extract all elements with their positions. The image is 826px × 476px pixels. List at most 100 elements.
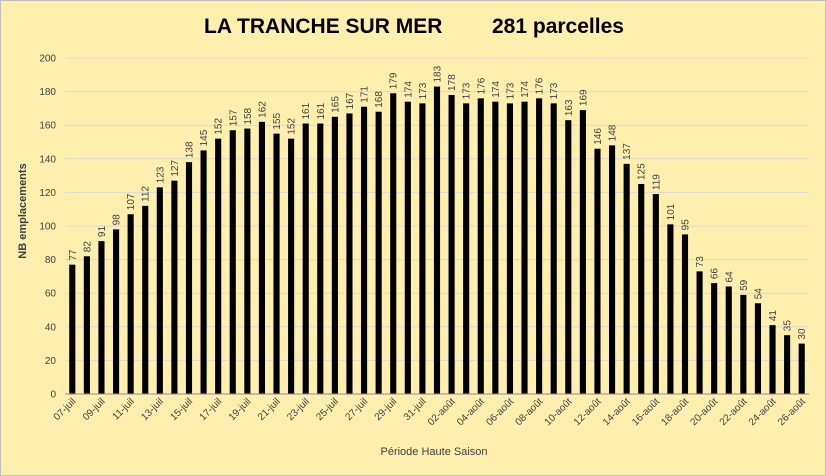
- bar: [419, 103, 426, 395]
- bar: [273, 133, 280, 394]
- y-tick-label: 100: [39, 222, 56, 233]
- bar: [258, 121, 266, 394]
- y-axis-title: NB emplacements: [17, 163, 29, 258]
- data-label: 178: [447, 74, 458, 91]
- bar: [229, 130, 236, 395]
- data-label: 127: [170, 160, 181, 177]
- y-tick-label: 60: [45, 289, 57, 300]
- bar: [185, 162, 193, 394]
- y-tick-label: 80: [45, 255, 57, 266]
- data-label: 91: [97, 226, 108, 238]
- bar: [681, 234, 689, 394]
- bar: [83, 256, 90, 394]
- y-axis-ticks: 0 20 40 60 80 100 120 140 160 180 200: [39, 54, 56, 401]
- bar: [98, 241, 105, 394]
- bar: [667, 224, 674, 394]
- data-label: 165: [330, 96, 341, 113]
- x-tick-label: 14-août: [601, 396, 633, 428]
- data-label: 98: [112, 214, 123, 226]
- data-label: 123: [155, 166, 166, 183]
- x-tick-label: 17-juil: [198, 396, 225, 423]
- x-tick-label: 23-juil: [285, 396, 312, 423]
- bar: [200, 150, 207, 394]
- data-label: 155: [272, 112, 283, 129]
- y-tick-label: 40: [45, 322, 57, 333]
- x-tick-label: 13-juil: [139, 396, 166, 423]
- x-tick-label: 12-août: [572, 396, 604, 428]
- y-tick-label: 160: [39, 121, 56, 132]
- bar: [463, 103, 470, 395]
- bar: [171, 180, 178, 394]
- data-label: 173: [549, 82, 560, 99]
- bar: [536, 98, 543, 394]
- data-label: 138: [185, 141, 196, 158]
- data-label: 41: [768, 310, 779, 322]
- bar: [696, 271, 703, 394]
- data-label: 107: [126, 193, 137, 210]
- data-label: 173: [505, 82, 516, 99]
- chart-subtitle: 281 parcelles: [492, 15, 624, 38]
- x-tick-label: 02-août: [426, 396, 458, 428]
- data-label: 173: [418, 82, 429, 99]
- data-label: 59: [739, 279, 750, 291]
- bar: [711, 283, 718, 394]
- bar: [390, 93, 397, 394]
- bar: [725, 286, 732, 394]
- bar: [769, 325, 776, 394]
- x-tick-label: 20-août: [689, 396, 721, 428]
- data-label: 161: [316, 102, 327, 119]
- x-tick-label: 25-juil: [314, 396, 341, 423]
- bars: [69, 86, 805, 395]
- data-label: 112: [141, 185, 152, 201]
- data-label: 167: [345, 92, 356, 109]
- y-tick-label: 20: [45, 356, 57, 367]
- y-tick-label: 0: [50, 390, 56, 401]
- x-tick-label: 11-juil: [111, 396, 137, 422]
- x-tick-label: 29-juil: [373, 396, 400, 423]
- y-tick-label: 120: [39, 188, 56, 199]
- x-tick-label: 21-juil: [256, 396, 283, 423]
- data-label: 30: [797, 328, 808, 340]
- x-tick-label: 06-août: [484, 396, 516, 428]
- bar: [288, 138, 295, 394]
- bar: [754, 303, 762, 394]
- data-label: 174: [520, 81, 531, 98]
- bar: [798, 343, 805, 394]
- x-tick-label: 16-août: [630, 396, 662, 428]
- bar: [579, 110, 586, 394]
- y-tick-label: 200: [39, 54, 56, 65]
- data-label: 163: [564, 99, 575, 116]
- data-label: 77: [68, 249, 79, 261]
- bar: [302, 123, 309, 395]
- x-tick-label: 26-août: [776, 396, 808, 428]
- data-label: 82: [82, 241, 93, 253]
- data-label: 125: [637, 163, 648, 180]
- x-tick-label: 10-août: [543, 396, 575, 428]
- data-label: 157: [228, 109, 239, 126]
- data-label: 35: [783, 320, 794, 332]
- x-tick-label: 09-juil: [81, 396, 108, 423]
- x-tick-label: 22-août: [718, 396, 750, 428]
- data-label: 54: [753, 288, 764, 300]
- x-tick-label: 08-août: [513, 396, 545, 428]
- data-label: 137: [622, 143, 633, 160]
- x-tick-label: 24-août: [747, 396, 779, 428]
- bar: [448, 94, 455, 395]
- data-label: 174: [403, 81, 414, 98]
- bar: [142, 205, 149, 394]
- bar: [492, 101, 499, 395]
- y-tick-label: 140: [39, 154, 56, 165]
- data-label: 119: [651, 174, 662, 190]
- data-label: 73: [695, 256, 706, 268]
- bar: [346, 113, 353, 394]
- data-label: 66: [710, 268, 721, 280]
- bar: [652, 194, 659, 394]
- data-label: 148: [608, 124, 619, 141]
- x-tick-label: 27-juil: [344, 396, 371, 423]
- data-label: 152: [214, 118, 225, 135]
- data-label: 101: [666, 203, 677, 220]
- data-label: 176: [476, 77, 487, 94]
- data-label: 179: [389, 72, 400, 89]
